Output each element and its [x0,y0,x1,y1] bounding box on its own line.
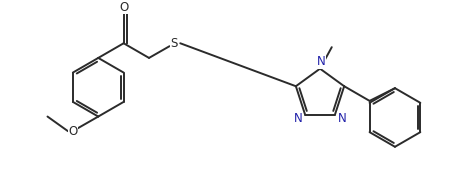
Text: N: N [316,55,325,68]
Text: O: O [68,125,78,138]
Text: N: N [337,112,346,125]
Text: N: N [294,112,303,125]
Text: S: S [171,37,178,50]
Text: O: O [119,1,128,14]
